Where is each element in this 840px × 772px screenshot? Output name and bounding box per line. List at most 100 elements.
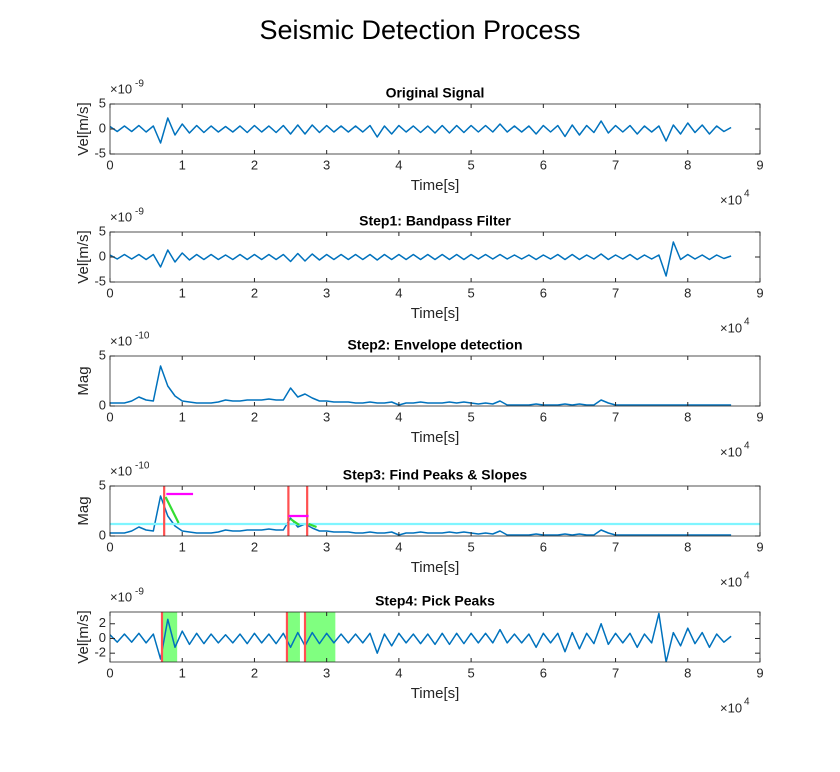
x-tick-label: 8 [684, 409, 691, 424]
y-axis-label: Vel[m/s] [75, 230, 92, 283]
marker-line [308, 522, 317, 529]
plot-area [110, 241, 732, 277]
y-exponent-power: -9 [135, 79, 144, 90]
x-tick-label: 5 [467, 539, 474, 554]
y-exponent-base: ×10 [110, 209, 132, 224]
y-tick-label: 0 [99, 120, 106, 135]
marker-line [164, 496, 180, 524]
x-tick-label: 7 [612, 539, 619, 554]
x-tick-label: 1 [179, 157, 186, 172]
axes-box [109, 611, 761, 663]
signal-line [110, 117, 732, 144]
y-axis-label: Vel[m/s] [75, 610, 92, 663]
x-tick-label: 7 [612, 665, 619, 680]
x-tick-label: 0 [106, 539, 113, 554]
x-axis-label: Time[s] [411, 305, 460, 322]
y-exponent-power: -10 [135, 331, 150, 342]
y-axis-label: Mag [75, 496, 92, 525]
x-exponent-power: 4 [744, 697, 750, 708]
y-tick-label: 0 [99, 527, 106, 542]
y-exponent-power: -9 [135, 587, 144, 598]
plot-area [110, 612, 732, 662]
x-tick-label: 3 [323, 665, 330, 680]
x-tick-label: 1 [179, 539, 186, 554]
x-tick-label: 1 [179, 409, 186, 424]
axes-title: Step2: Envelope detection [347, 337, 522, 353]
x-exponent-base: ×10 [720, 574, 742, 589]
x-tick-label: 6 [540, 409, 547, 424]
x-tick-label: 8 [684, 157, 691, 172]
x-exponent-base: ×10 [720, 320, 742, 335]
x-tick-label: 4 [395, 157, 402, 172]
axes-background [110, 486, 760, 536]
y-tick-label: 5 [99, 95, 106, 110]
y-tick-label: 0 [99, 630, 106, 645]
x-tick-label: 6 [540, 285, 547, 300]
axes-title: Original Signal [386, 85, 485, 101]
y-tick-label: 0 [99, 397, 106, 412]
y-axis-label: Mag [75, 366, 92, 395]
x-exponent-base: ×10 [720, 700, 742, 715]
y-tick-label: 5 [99, 347, 106, 362]
y-tick-label: -5 [94, 145, 106, 160]
plot-area [110, 365, 732, 406]
x-exponent-power: 4 [744, 441, 750, 452]
x-axis-label: Time[s] [411, 685, 460, 702]
y-exponent-base: ×10 [110, 333, 132, 348]
x-tick-label: 4 [395, 285, 402, 300]
x-tick-label: 2 [251, 665, 258, 680]
x-exponent-base: ×10 [720, 192, 742, 207]
y-tick-label: 0 [99, 248, 106, 263]
axes-background [110, 356, 760, 406]
pick-region [286, 612, 300, 662]
signal-line [110, 495, 732, 536]
x-tick-label: 3 [323, 157, 330, 172]
y-exponent-base: ×10 [110, 81, 132, 96]
x-exponent-power: 4 [744, 317, 750, 328]
plot-area [110, 117, 732, 144]
x-tick-label: 7 [612, 157, 619, 172]
x-tick-label: 5 [467, 157, 474, 172]
x-tick-label: 6 [540, 665, 547, 680]
x-tick-label: 9 [756, 157, 763, 172]
axes-background [110, 104, 760, 154]
axes-title: Step3: Find Peaks & Slopes [343, 467, 528, 483]
x-tick-label: 7 [612, 285, 619, 300]
x-tick-label: 9 [756, 665, 763, 680]
x-tick-label: 5 [467, 285, 474, 300]
pick-region [162, 612, 178, 662]
x-tick-label: 5 [467, 665, 474, 680]
x-exponent-power: 4 [744, 571, 750, 582]
marker-line [289, 518, 300, 526]
y-tick-label: -5 [94, 273, 106, 288]
axes-box [109, 485, 761, 537]
y-exponent-base: ×10 [110, 463, 132, 478]
y-exponent-base: ×10 [110, 589, 132, 604]
x-tick-label: 6 [540, 539, 547, 554]
signal-line [110, 365, 732, 406]
x-tick-label: 4 [395, 539, 402, 554]
x-tick-label: 1 [179, 665, 186, 680]
x-axis-label: Time[s] [411, 429, 460, 446]
signal-line [110, 241, 732, 277]
y-tick-label: 2 [99, 615, 106, 630]
x-exponent-base: ×10 [720, 444, 742, 459]
x-tick-label: 0 [106, 157, 113, 172]
x-tick-label: 6 [540, 157, 547, 172]
x-tick-label: 3 [323, 409, 330, 424]
x-tick-label: 8 [684, 539, 691, 554]
x-tick-label: 9 [756, 539, 763, 554]
x-tick-label: 0 [106, 409, 113, 424]
x-tick-label: 9 [756, 409, 763, 424]
x-tick-label: 7 [612, 409, 619, 424]
x-tick-label: 3 [323, 539, 330, 554]
x-exponent-power: 4 [744, 189, 750, 200]
axes-box [109, 355, 761, 407]
y-exponent-power: -10 [135, 461, 150, 472]
x-tick-label: 3 [323, 285, 330, 300]
axes-background [110, 232, 760, 282]
y-tick-label: 5 [99, 223, 106, 238]
x-tick-label: 4 [395, 409, 402, 424]
x-tick-label: 9 [756, 285, 763, 300]
